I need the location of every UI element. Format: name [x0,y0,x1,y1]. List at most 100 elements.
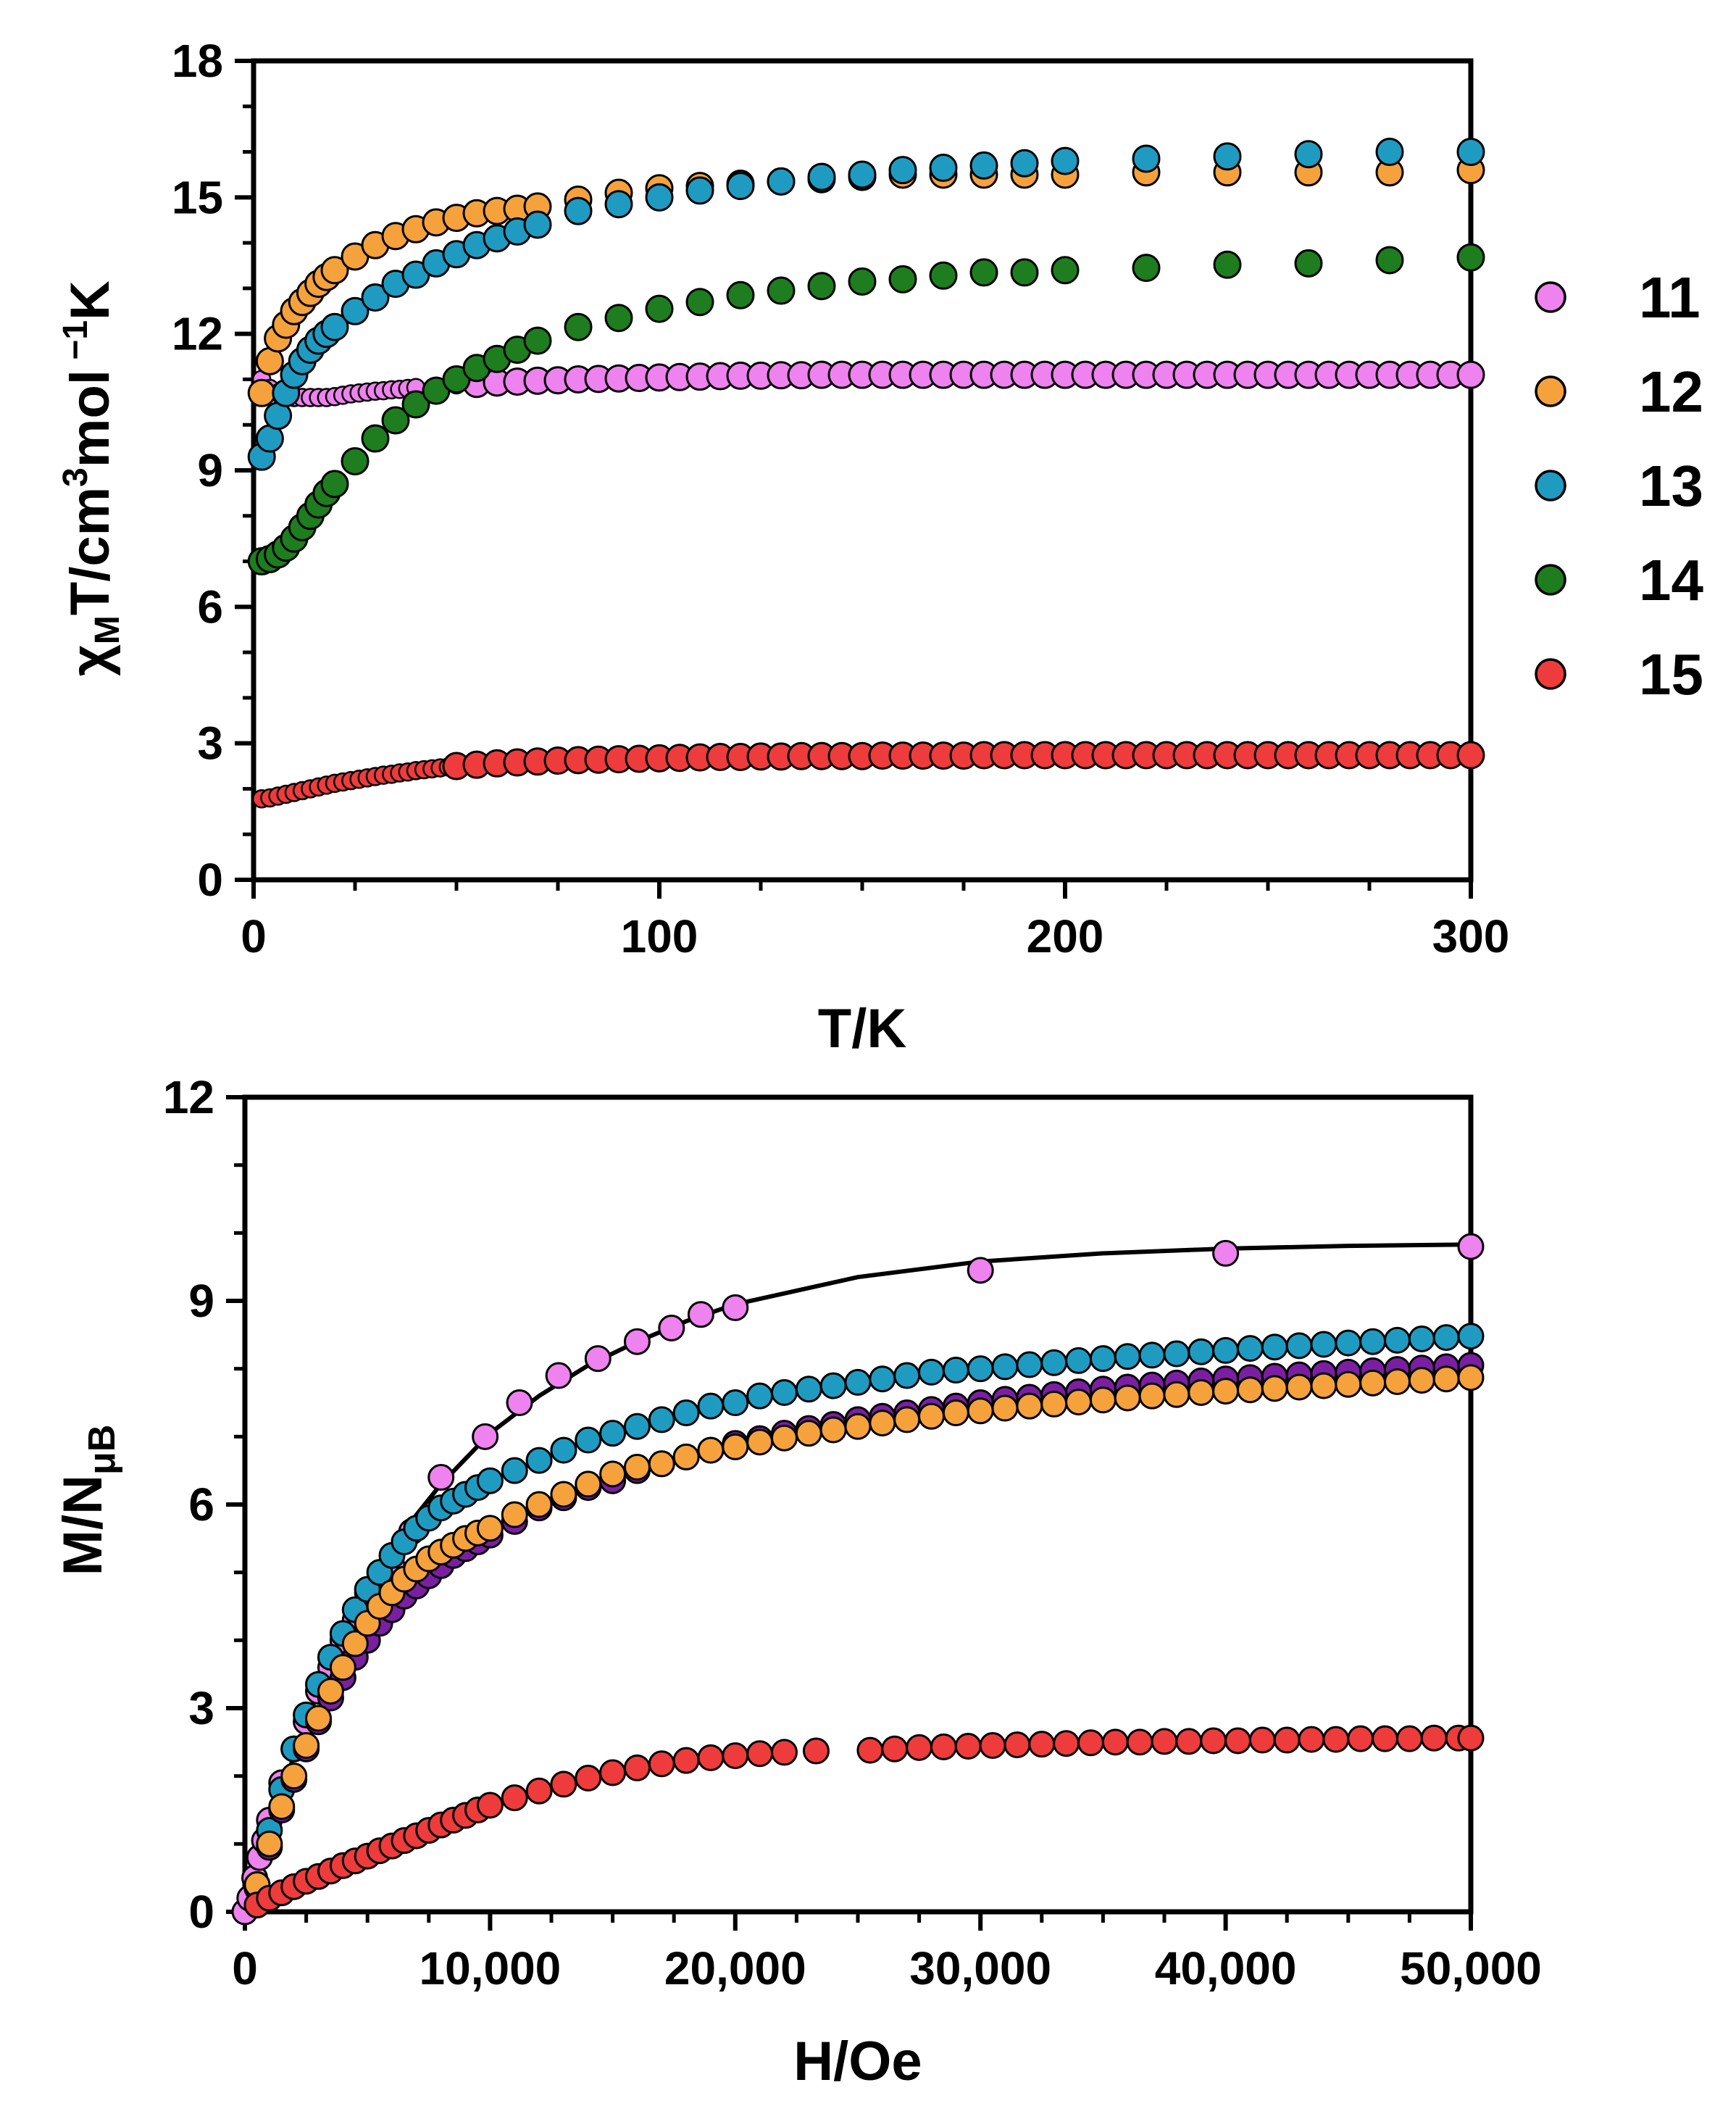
data-point [819,1416,847,1444]
data-point [623,1453,651,1481]
data-point [929,261,958,290]
data-point [361,283,390,312]
data-point [1077,1729,1104,1757]
data-point [320,256,349,285]
data-point [584,1345,612,1373]
data-point [320,470,349,499]
data-point [341,446,370,475]
data-point [1420,1724,1448,1752]
data-point [1028,1731,1056,1758]
data-point [770,1424,798,1452]
data-point [795,1420,822,1447]
legend-marker [1535,564,1566,596]
data-point [575,1426,602,1454]
data-point [1212,1378,1240,1405]
data-point [501,1457,528,1484]
x-tick-label: 0 [232,1942,258,1994]
data-point [1065,1389,1093,1416]
data-point [1114,1343,1141,1370]
data-point [1375,138,1404,167]
data-point [1188,1338,1215,1365]
data-point [1126,1728,1153,1756]
data-point [1089,1345,1117,1373]
data-point [1040,1390,1068,1418]
data-point [918,1402,946,1430]
data-point [991,1353,1019,1381]
data-point [1065,1347,1093,1374]
data-point [648,1406,675,1433]
data-point [1408,1325,1435,1352]
data-point [1010,149,1039,178]
legend-item-13: 13 [1535,454,1703,518]
data-point [767,276,796,305]
data-point [991,1394,1019,1422]
data-point [1372,1725,1399,1752]
data-point [1456,741,1485,770]
data-point [1236,1335,1264,1362]
data-point [954,1732,982,1760]
data-point [1175,1728,1203,1755]
data-point [1051,146,1080,175]
data-point [726,172,755,201]
data-point [247,378,276,407]
data-point [1003,1731,1031,1759]
data-point [722,1742,749,1770]
data-point [599,1420,627,1447]
data-point [770,1739,798,1766]
data-point [807,162,836,191]
data-point [1163,1340,1190,1368]
data-point [746,1382,774,1410]
data-point [1213,250,1242,279]
data-point [726,280,755,309]
data-point [317,1678,344,1705]
data-point [1457,1364,1485,1391]
legend-label: 12 [1639,359,1703,424]
data-point [564,312,593,341]
data-point [1294,140,1323,169]
data-point [268,1793,296,1820]
data-point [1151,1728,1178,1755]
data-point [1456,360,1485,389]
data-point [848,267,877,296]
x-tick-label: 10,000 [420,1942,562,1994]
legend-marker [1535,658,1566,690]
data-point [770,1378,798,1406]
data-point [1285,1373,1313,1401]
data-point [967,1397,994,1425]
legend-label: 14 [1639,548,1703,612]
x-tick-label: 300 [1432,910,1510,962]
series-14 [247,243,1485,576]
data-point [329,1654,356,1681]
data-point [550,1481,577,1508]
data-point [1213,142,1242,171]
data-point [672,1399,700,1427]
data-point [564,196,593,225]
series-15 [243,1724,1485,1919]
data-point [1359,1369,1387,1397]
x-axis-title: T/K [818,998,907,1060]
data-point [1294,249,1323,278]
x-tick-label: 0 [241,910,267,962]
legend-marker [1535,281,1566,313]
data-point [1053,1730,1080,1757]
data-point [1375,246,1404,275]
legend: 11 12 13 14 15 [1535,265,1703,707]
data-point [1016,1351,1043,1378]
data-point [848,160,877,189]
data-point [476,1515,504,1542]
y-axis-title: M/NμB [52,1425,123,1576]
data-point [525,1447,553,1474]
data-point [685,288,714,317]
data-point [1310,1331,1338,1358]
data-point [1395,1725,1423,1752]
data-point [1261,1333,1288,1361]
x-tick-label: 40,000 [1155,1942,1297,1994]
data-point [1273,1726,1301,1754]
y-axis-title: χMT/cm3mol −1K [57,280,127,676]
data-point [472,1423,499,1450]
x-axis-title: H/Oe [793,2031,922,2092]
data-point [645,183,674,212]
data-point [685,176,714,205]
data-point [256,1830,283,1857]
series-12 [243,1364,1485,1899]
